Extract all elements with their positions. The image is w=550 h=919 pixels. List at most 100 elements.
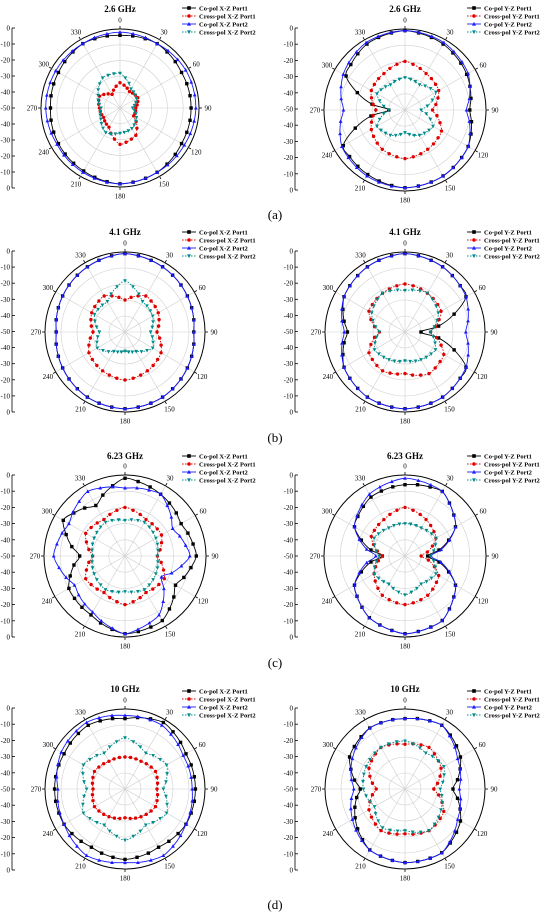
data-point — [165, 802, 169, 807]
data-point — [357, 537, 362, 541]
data-point — [432, 752, 437, 756]
angle-label: 120 — [197, 373, 208, 381]
r-tick-label: -20 — [284, 376, 294, 384]
data-point — [97, 715, 101, 720]
r-tick-label: -20 — [284, 154, 294, 162]
data-point — [114, 740, 119, 744]
data-point — [92, 572, 97, 576]
data-point — [389, 184, 394, 188]
data-point — [342, 319, 346, 323]
data-point — [349, 796, 354, 800]
angle-label: 240 — [322, 152, 333, 160]
angle-label: 120 — [477, 373, 488, 381]
data-point — [377, 330, 382, 335]
legend-marker — [187, 689, 191, 693]
data-point — [82, 780, 86, 784]
data-point — [369, 311, 374, 315]
angle-label: 240 — [43, 830, 54, 838]
data-point — [90, 793, 95, 797]
data-point — [115, 376, 119, 380]
data-point — [71, 161, 76, 165]
data-point — [434, 102, 438, 107]
data-point — [450, 386, 455, 390]
legend-label: Co-pol Y-Z Port1 — [484, 5, 532, 12]
data-point — [43, 105, 48, 110]
data-point — [395, 508, 399, 512]
legend-label: Co-pol X-Z Port2 — [199, 469, 248, 476]
data-point — [108, 595, 112, 600]
data-point — [55, 786, 60, 791]
data-point — [415, 716, 420, 721]
grid-spoke — [364, 555, 406, 627]
data-point — [365, 173, 369, 178]
data-point — [454, 744, 459, 748]
grid-spoke — [80, 39, 121, 109]
angle-label: 300 — [42, 508, 53, 516]
data-point — [67, 586, 71, 591]
data-point — [433, 536, 438, 541]
data-point — [155, 566, 160, 570]
data-point — [123, 631, 127, 636]
data-point — [97, 809, 101, 813]
data-point — [149, 401, 153, 405]
data-point — [467, 119, 472, 123]
angle-label: 270 — [30, 553, 41, 561]
data-point — [436, 88, 441, 93]
data-point — [131, 34, 135, 38]
data-point — [155, 330, 159, 334]
data-point — [382, 517, 386, 522]
data-point — [118, 131, 122, 136]
data-point — [369, 548, 373, 552]
data-point — [161, 599, 166, 604]
r-tick-label: -40 — [284, 312, 294, 320]
data-point — [466, 144, 471, 148]
angle-tick — [159, 36, 162, 40]
angle-label: 150 — [444, 406, 455, 414]
data-point — [349, 777, 354, 782]
data-point — [130, 350, 135, 355]
data-point — [55, 142, 59, 146]
data-point — [389, 405, 394, 409]
data-point — [447, 733, 452, 738]
data-point — [432, 325, 437, 329]
data-point — [182, 575, 186, 580]
data-point — [98, 117, 103, 122]
data-point — [67, 521, 71, 526]
data-point — [344, 74, 348, 78]
data-point — [102, 761, 106, 766]
data-point — [157, 612, 161, 617]
data-point — [131, 285, 135, 289]
data-point — [433, 82, 438, 87]
data-point — [95, 335, 100, 339]
r-tick-label: -20 — [1, 57, 11, 65]
data-point — [136, 627, 140, 631]
grid-spoke — [404, 515, 476, 557]
angle-tick — [164, 716, 167, 720]
angle-tick — [474, 67, 478, 70]
data-point — [164, 763, 169, 768]
series-3 — [352, 476, 458, 636]
data-point — [56, 141, 61, 146]
data-point — [452, 828, 457, 833]
data-point — [82, 794, 86, 799]
r-tick-label: -30 — [284, 520, 294, 528]
data-point — [453, 524, 458, 529]
data-point — [403, 602, 407, 607]
data-point — [365, 395, 370, 399]
data-point — [419, 554, 423, 558]
r-tick-label: 0 — [290, 867, 294, 875]
data-point — [160, 264, 165, 269]
data-point — [446, 570, 451, 574]
data-point — [136, 479, 140, 484]
data-point — [179, 70, 184, 75]
angle-label: 90 — [492, 553, 500, 561]
data-point — [372, 751, 377, 756]
data-point — [159, 541, 164, 545]
data-point — [100, 369, 105, 373]
data-point — [102, 517, 106, 522]
data-point — [123, 755, 127, 759]
data-point — [355, 90, 360, 95]
data-point — [403, 59, 407, 64]
data-point — [189, 354, 194, 358]
angle-tick — [332, 150, 336, 153]
